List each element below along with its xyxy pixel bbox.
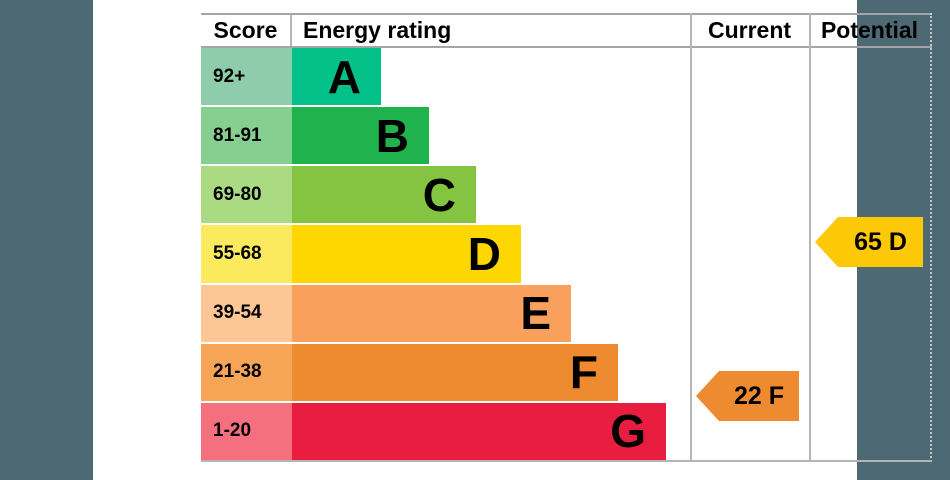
potential-rating-arrow: 65 D	[815, 217, 923, 267]
rating-bar: A	[292, 48, 381, 106]
score-range: 92+	[201, 48, 292, 106]
rating-bar: C	[292, 166, 476, 224]
left-arrow-tip-icon	[696, 371, 719, 421]
rating-bar: F	[292, 343, 618, 401]
header-current: Current	[707, 17, 792, 43]
rating-band-row: 1-20 G	[201, 402, 681, 462]
header-score: Score	[201, 15, 292, 46]
rating-letter: C	[422, 168, 456, 221]
score-range: 21-38	[201, 343, 292, 401]
table-right-border	[930, 13, 932, 462]
score-range: 81-91	[201, 107, 292, 165]
rating-band-row: 55-68 D	[201, 225, 681, 284]
header-potential: Potential	[820, 17, 919, 43]
rating-bar: D	[292, 225, 521, 283]
rating-band-row: 69-80 C	[201, 166, 681, 225]
score-range: 39-54	[201, 284, 292, 342]
divider-potential-column	[809, 13, 811, 462]
score-range: 55-68	[201, 225, 292, 283]
rating-letter: A	[327, 50, 361, 103]
rating-letter: G	[610, 405, 646, 458]
header-energy-rating: Energy rating	[303, 17, 452, 43]
left-arrow-tip-icon	[815, 217, 838, 267]
rating-band-row: 39-54 E	[201, 284, 681, 344]
score-range: 69-80	[201, 166, 292, 224]
current-rating-label: 22 F	[719, 371, 799, 421]
divider-current-column	[690, 13, 692, 462]
rating-band-row: 92+ A	[201, 48, 681, 107]
rating-letter: B	[375, 109, 409, 162]
rating-band-row: 21-38 F	[201, 343, 681, 403]
rating-band-row: 81-91 B	[201, 107, 681, 166]
potential-rating-label: 65 D	[838, 217, 923, 267]
table-bottom-border	[201, 460, 932, 462]
chart-panel: Score Energy rating Current Potential 92…	[93, 0, 932, 480]
score-range: 1-20	[201, 402, 292, 460]
current-rating-arrow: 22 F	[696, 371, 799, 421]
rating-letter: F	[569, 346, 598, 399]
rating-rows: 92+ A 81-91 B 69-80 C 55-68 D 39-54 E 21…	[201, 48, 681, 462]
rating-letter: E	[520, 287, 551, 340]
rating-bar: B	[292, 107, 429, 165]
rating-bar: E	[292, 284, 571, 342]
rating-bar: G	[292, 402, 666, 460]
table-header: Score Energy rating Current Potential	[201, 13, 932, 48]
rating-letter: D	[467, 227, 501, 280]
